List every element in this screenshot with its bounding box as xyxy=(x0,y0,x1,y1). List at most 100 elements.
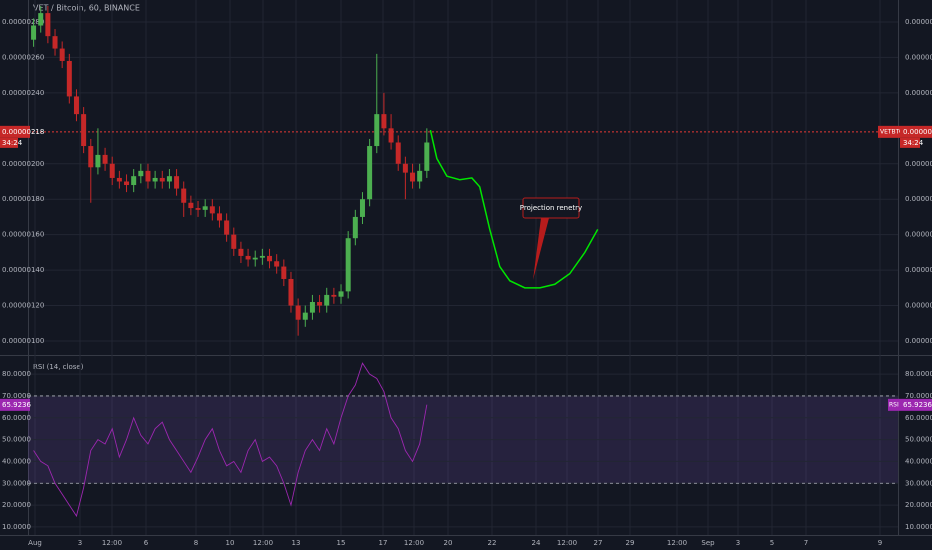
rsi-last-right: 65.9236 xyxy=(903,401,932,409)
candle-body xyxy=(338,291,344,297)
countdown-badge-right xyxy=(900,137,920,148)
rsi-tick-label-right: 70.0000 xyxy=(905,392,932,400)
y-tick-label-left: 0.00000120 xyxy=(2,302,44,310)
y-tick-label-right: 0.00000120 xyxy=(905,302,932,310)
x-tick-label: 10 xyxy=(226,539,235,547)
last-price-left: 0.00000218 xyxy=(2,128,44,136)
candle-body xyxy=(288,278,294,306)
candle-body xyxy=(116,177,122,182)
y-tick-label-right: 0.00000200 xyxy=(905,160,932,168)
rsi-tick-label-left: 20.0000 xyxy=(2,501,31,509)
x-tick-label: 5 xyxy=(770,539,774,547)
candle-body xyxy=(359,199,365,217)
rsi-title: RSI (14, close) xyxy=(33,363,84,371)
x-tick-label: 7 xyxy=(804,539,808,547)
x-tick-label: 12:00 xyxy=(667,539,687,547)
rsi-tick-label-left: 80.0000 xyxy=(2,370,31,378)
y-tick-label-left: 0.00000180 xyxy=(2,195,44,203)
rsi-tick-label-right: 10.0000 xyxy=(905,523,932,531)
y-tick-label-left: 0.00000200 xyxy=(2,160,44,168)
candle-body xyxy=(102,154,108,164)
x-tick-label: 29 xyxy=(626,539,635,547)
x-tick-label: 8 xyxy=(194,539,198,547)
symbol-badge xyxy=(878,125,900,138)
candle-body xyxy=(31,25,37,40)
candle-body xyxy=(352,216,358,239)
candle-body xyxy=(245,255,251,260)
candle-body xyxy=(131,176,137,186)
rsi-last-badge-left xyxy=(0,398,30,411)
x-tick-label: Aug xyxy=(28,539,42,547)
rsi-line xyxy=(33,362,428,518)
candle-body xyxy=(395,142,401,164)
rsi-last-badge-right xyxy=(900,398,932,411)
x-tick-label: Sep xyxy=(701,539,715,547)
x-tick-label: 12:00 xyxy=(557,539,577,547)
rsi-tick-label-left: 40.0000 xyxy=(2,457,31,465)
candle-body xyxy=(188,202,194,209)
rsi-tick-label-left: 10.0000 xyxy=(2,523,31,531)
candle-body xyxy=(281,266,287,279)
candle-body xyxy=(38,13,44,26)
candle-body xyxy=(238,248,244,256)
candle-body xyxy=(381,114,387,129)
candle-body xyxy=(402,163,408,173)
x-tick-label: 22 xyxy=(488,539,497,547)
candle-body xyxy=(159,177,165,182)
candle-body xyxy=(88,146,94,168)
candle-body xyxy=(317,302,323,306)
last-price-right: 0.00000218 xyxy=(903,128,932,136)
candle-body xyxy=(424,142,430,171)
rsi-tick-label-left: 60.0000 xyxy=(2,414,31,422)
candle-body xyxy=(388,128,394,143)
x-tick-label: 9 xyxy=(878,539,882,547)
countdown-right: 34:24 xyxy=(903,139,924,147)
y-tick-label-right: 0.00000140 xyxy=(905,266,932,274)
rsi-tick-label-right: 50.0000 xyxy=(905,436,932,444)
rsi-name: RSI xyxy=(889,401,899,408)
candle-body xyxy=(231,234,237,249)
candle-body xyxy=(109,163,115,178)
symbol-label: VETBTC xyxy=(880,128,903,135)
candle-body xyxy=(138,170,144,177)
candle-body xyxy=(367,146,373,200)
candle-body xyxy=(216,213,222,221)
candle-body xyxy=(224,220,230,235)
candle-body xyxy=(331,294,337,297)
x-tick-label: 17 xyxy=(379,539,388,547)
rsi-tick-label-right: 60.0000 xyxy=(905,414,932,422)
countdown-badge-left xyxy=(0,137,18,148)
x-tick-label: 6 xyxy=(144,539,149,547)
candle-body xyxy=(59,48,65,61)
annotation-box xyxy=(522,197,580,219)
y-tick-label-left: 0.00000160 xyxy=(2,231,44,239)
y-tick-label-right: 0.00000160 xyxy=(905,231,932,239)
candle-body xyxy=(324,294,330,306)
rsi-tick-label-right: 20.0000 xyxy=(905,501,932,509)
projection-line xyxy=(429,129,599,289)
candle-body xyxy=(174,176,180,189)
candle-body xyxy=(124,181,130,186)
rsi-tick-label-left: 70.0000 xyxy=(2,392,31,400)
x-tick-label: 3 xyxy=(78,539,82,547)
y-tick-label-left: 0.00000240 xyxy=(2,89,44,97)
y-tick-label-left: 0.00000260 xyxy=(2,53,44,61)
x-tick-label: 27 xyxy=(594,539,603,547)
candle-body xyxy=(374,114,380,147)
candle-body xyxy=(259,255,265,258)
candle-body xyxy=(181,188,187,203)
y-tick-label-right: 0.00000100 xyxy=(905,337,932,345)
last-price-badge-right xyxy=(900,125,932,138)
y-tick-label-left: 0.00000100 xyxy=(2,337,44,345)
candle-body xyxy=(195,208,201,210)
candle-body xyxy=(145,170,151,182)
annotation-pointer xyxy=(533,218,549,280)
candle-body xyxy=(410,172,416,182)
candle-body xyxy=(295,305,301,320)
x-tick-label: 15 xyxy=(337,539,346,547)
last-price-badge-left xyxy=(0,125,30,138)
y-tick-label-left: 0.00000140 xyxy=(2,266,44,274)
rsi-tick-label-left: 50.0000 xyxy=(2,436,31,444)
